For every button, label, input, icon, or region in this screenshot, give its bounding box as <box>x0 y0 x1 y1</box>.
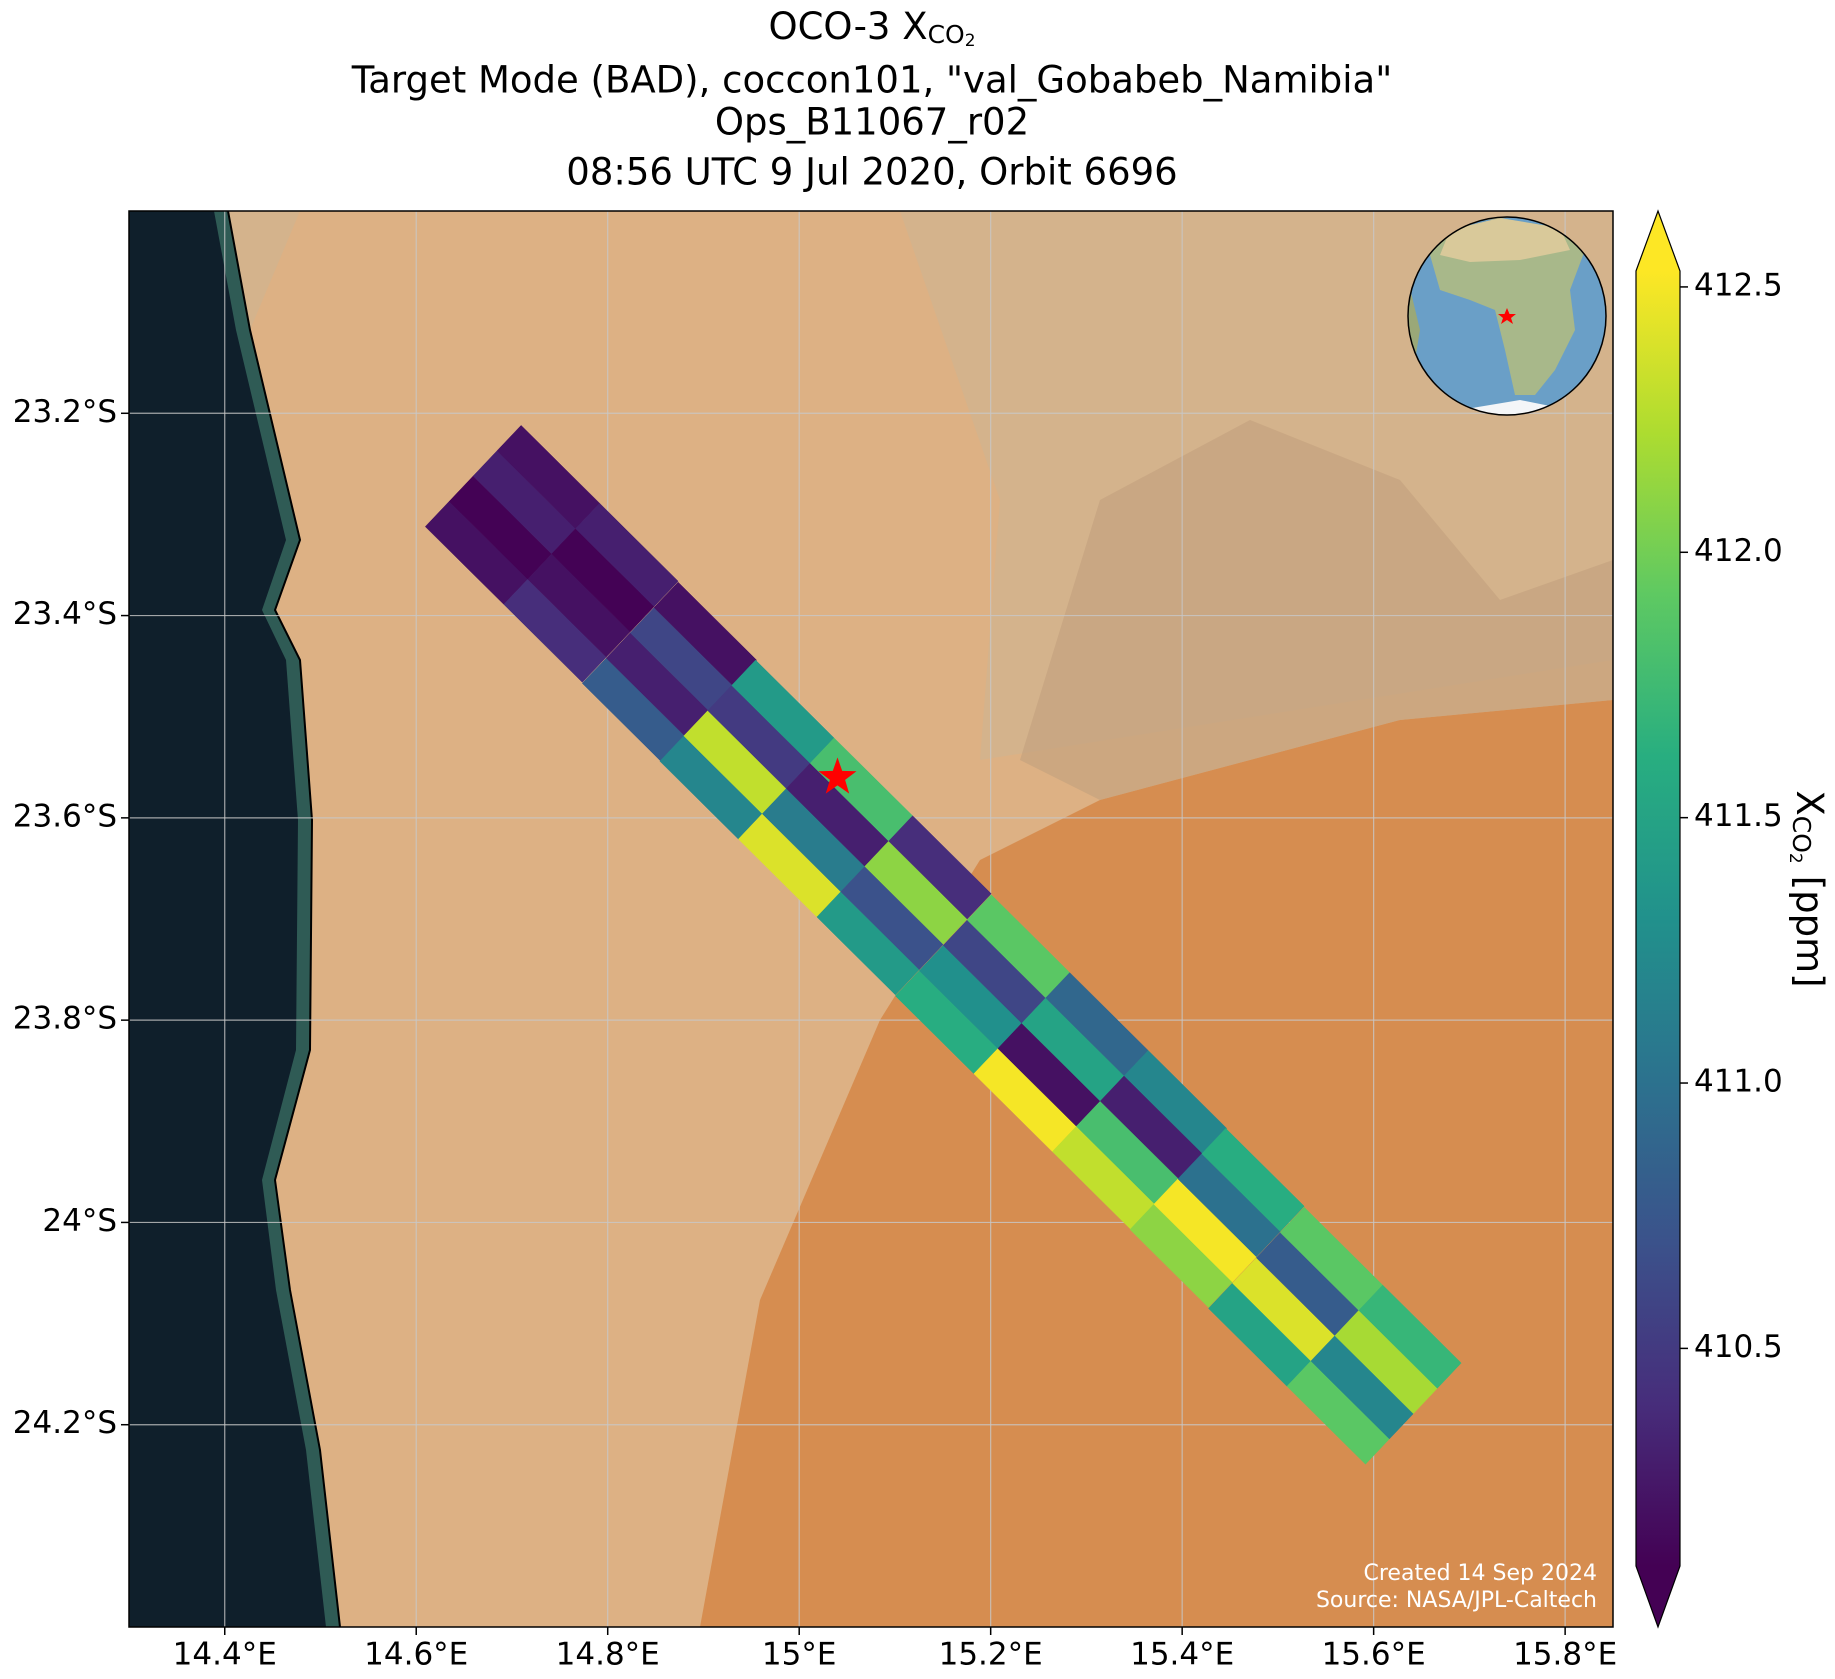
colorbar-tick-label: 412.5 <box>1694 267 1783 303</box>
colorbar-label-subscript: 2 <box>1785 853 1805 864</box>
sounding <box>1123 1050 1228 1155</box>
sounding <box>1358 1284 1462 1389</box>
colorbar-extend-bottom <box>1636 1566 1680 1627</box>
colorbar-label-unit: [ppm] <box>1789 876 1832 988</box>
annotation: Created 14 Sep 2024 <box>1364 1561 1598 1586</box>
globe-africa <box>1430 218 1585 395</box>
globe-sahara <box>1440 218 1570 262</box>
colorbar: 410.5 411.0 411.5 412.0 412.5 <box>1635 209 1783 1629</box>
x-tick-label: 15.2°E <box>939 1637 1043 1673</box>
target-star <box>818 757 857 794</box>
sounding <box>653 581 757 686</box>
colorbar-tick-label: 411.5 <box>1694 798 1783 834</box>
swath <box>424 425 1462 1465</box>
subtitle: Ops_B11067_r02 <box>715 101 1029 144</box>
sounding <box>1201 1128 1305 1232</box>
y-tick-label: 23.2°S <box>13 394 117 430</box>
y-tick-label: 23.6°S <box>13 798 117 834</box>
x-tick-label: 14.6°E <box>364 1637 468 1673</box>
x-tick-label: 15°E <box>762 1637 837 1673</box>
y-tick-label: 24.2°S <box>13 1405 117 1441</box>
colorbar-tick-label: 410.5 <box>1694 1329 1783 1365</box>
title-subscript: CO <box>928 20 965 49</box>
x-tick-label: 15.4°E <box>1130 1637 1234 1673</box>
sounding <box>575 502 679 607</box>
title: OCO-3 XCO2 <box>768 5 975 52</box>
annotation: Source: NASA/JPL-Caltech <box>1316 1588 1597 1613</box>
escarpment <box>1020 420 1613 800</box>
y-tick-label: 23.4°S <box>13 596 117 632</box>
grid <box>129 211 1613 1627</box>
coastal-water <box>214 211 340 1627</box>
axes-frame <box>128 210 1614 1628</box>
colorbar-outline <box>1635 209 1681 1629</box>
title-text: OCO-3 X <box>768 5 927 48</box>
x-tick-label: 14.4°E <box>173 1637 277 1673</box>
y-tick-label: 24°S <box>42 1203 117 1239</box>
colorbar-label: XCO2 [ppm] <box>1785 790 1832 987</box>
globe-target-star <box>1498 308 1516 324</box>
colorbar-label-subscript: CO <box>1787 816 1816 853</box>
x-tick-label: 15.6°E <box>1322 1637 1426 1673</box>
x-tick-label: 14.8°E <box>556 1637 660 1673</box>
inset-globe <box>1407 216 1607 416</box>
colorbar-tick-label: 411.0 <box>1694 1064 1783 1100</box>
subtitle: Target Mode (BAD), coccon101, "val_Gobab… <box>351 59 1392 102</box>
title-subsubscript: 2 <box>965 31 976 51</box>
globe-outline <box>1407 216 1607 416</box>
colorbar-body <box>1636 271 1680 1566</box>
subtitle: 08:56 UTC 9 Jul 2020, Orbit 6696 <box>566 151 1177 194</box>
y-tick-label: 23.8°S <box>13 1001 117 1037</box>
sounding <box>888 815 992 920</box>
coastline <box>227 211 341 1627</box>
colorbar-extend-top <box>1636 211 1680 271</box>
colorbar-label-text: X <box>1789 790 1832 815</box>
colorbar-tick-label: 412.0 <box>1694 533 1783 569</box>
globe-antarctica <box>1460 400 1570 415</box>
x-tick-label: 15.8°E <box>1513 1637 1617 1673</box>
